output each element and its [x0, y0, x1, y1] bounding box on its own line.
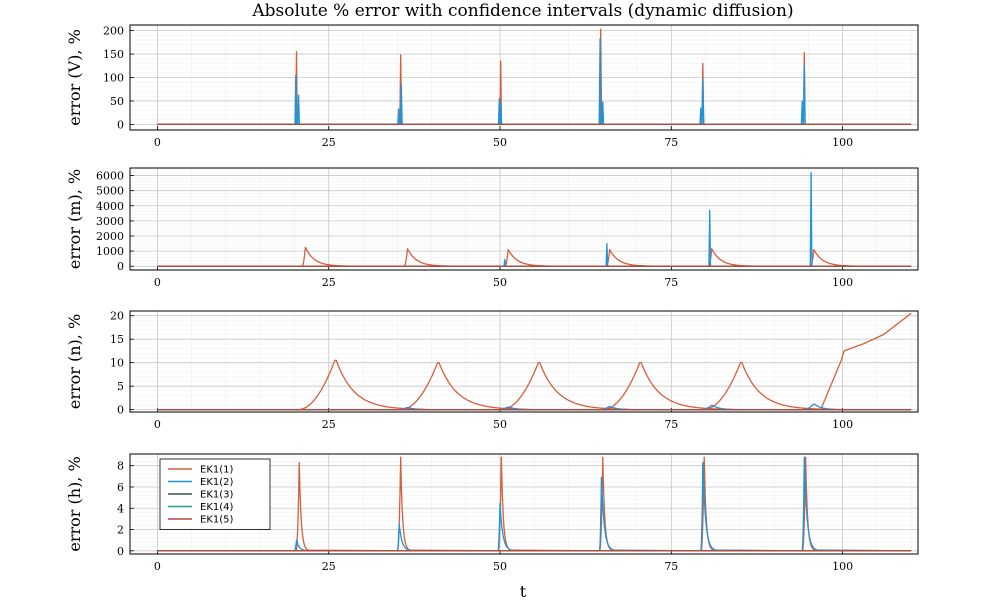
- y-tick-label: 3000: [96, 215, 124, 228]
- x-tick-label: 100: [832, 276, 853, 289]
- y-tick-label: 2: [117, 524, 124, 537]
- y-tick-label: 15: [110, 333, 124, 346]
- x-tick-label: 50: [493, 276, 507, 289]
- x-axis-label: t: [520, 582, 527, 600]
- x-tick-label: 0: [154, 276, 161, 289]
- x-tick-label: 75: [664, 136, 678, 149]
- panel-3: 0 25 50 75 100 0 5 10 15 20 error (n), %: [65, 310, 919, 431]
- y-tick-label: 6000: [96, 170, 124, 183]
- y-tick-label: 10: [110, 357, 124, 370]
- legend-label-3: EK1(3): [200, 490, 234, 501]
- x-tick-label: 50: [493, 418, 507, 431]
- y-tick-label: 0: [117, 545, 124, 558]
- y-tick-label: 50: [110, 95, 124, 108]
- plot-area: [157, 171, 912, 267]
- y-tick-label: 20: [110, 310, 124, 323]
- x-tick-label: 75: [664, 560, 678, 573]
- x-tick-label: 25: [322, 560, 336, 573]
- panel-1: 0 25 50 75 100 0 50 100 150 200 error (V), %: [65, 24, 919, 149]
- x-tick-label: 50: [493, 136, 507, 149]
- x-tick-label: 100: [832, 136, 853, 149]
- y-tick-label: 0: [117, 404, 124, 417]
- y-tick-label: 5000: [96, 185, 124, 198]
- x-tick-label: 0: [154, 560, 161, 573]
- panel-frame: [129, 453, 919, 555]
- y-axis-label: error (h), %: [65, 456, 84, 551]
- y-tick-label: 0: [117, 118, 124, 131]
- x-tick-label: 0: [154, 136, 161, 149]
- y-tick-label: 4: [117, 502, 124, 515]
- y-tick-label: 2000: [96, 230, 124, 243]
- plot-area: [157, 28, 912, 126]
- x-tick-label: 25: [322, 276, 336, 289]
- plot-area: [157, 456, 912, 552]
- x-tick-label: 75: [664, 276, 678, 289]
- legend-label-4: EK1(4): [200, 502, 234, 513]
- x-tick-label: 25: [322, 136, 336, 149]
- y-tick-label: 200: [103, 25, 124, 38]
- x-tick-label: 100: [832, 418, 853, 431]
- x-tick-label: 0: [154, 418, 161, 431]
- panel-frame: [129, 310, 919, 413]
- legend-label-2: EK1(2): [200, 477, 234, 488]
- y-tick-label: 6: [117, 481, 124, 494]
- y-tick-label: 1000: [96, 245, 124, 258]
- panel-2: 0 25 50 75 1000100020003000400050006000error…: [65, 167, 919, 289]
- x-tick-label: 100: [832, 560, 853, 573]
- legend: EK1(1)EK1(2) EK1(3)EK1(4) EK1(5): [159, 458, 271, 530]
- y-tick-label: 4000: [96, 200, 124, 213]
- y-tick-label: 150: [103, 48, 124, 61]
- legend-label-5: EK1(5): [200, 515, 234, 526]
- panel-frame: [129, 167, 919, 271]
- y-tick-label: 5: [117, 380, 124, 393]
- legend-label-1: EK1(1): [200, 465, 234, 476]
- y-tick-label: 0: [117, 260, 124, 273]
- y-axis-label: error (n), %: [65, 314, 84, 409]
- y-axis-label: error (V), %: [65, 29, 84, 126]
- x-tick-label: 25: [322, 418, 336, 431]
- y-axis-label: error (m), %: [65, 169, 84, 269]
- y-tick-label: 100: [103, 72, 124, 85]
- plot-area: [157, 312, 912, 411]
- figure-title: Absolute % error with confidence interva…: [251, 1, 793, 21]
- y-tick-label: 8: [117, 460, 124, 473]
- x-tick-label: 75: [664, 418, 678, 431]
- x-tick-label: 50: [493, 560, 507, 573]
- panel-frame: [129, 24, 919, 131]
